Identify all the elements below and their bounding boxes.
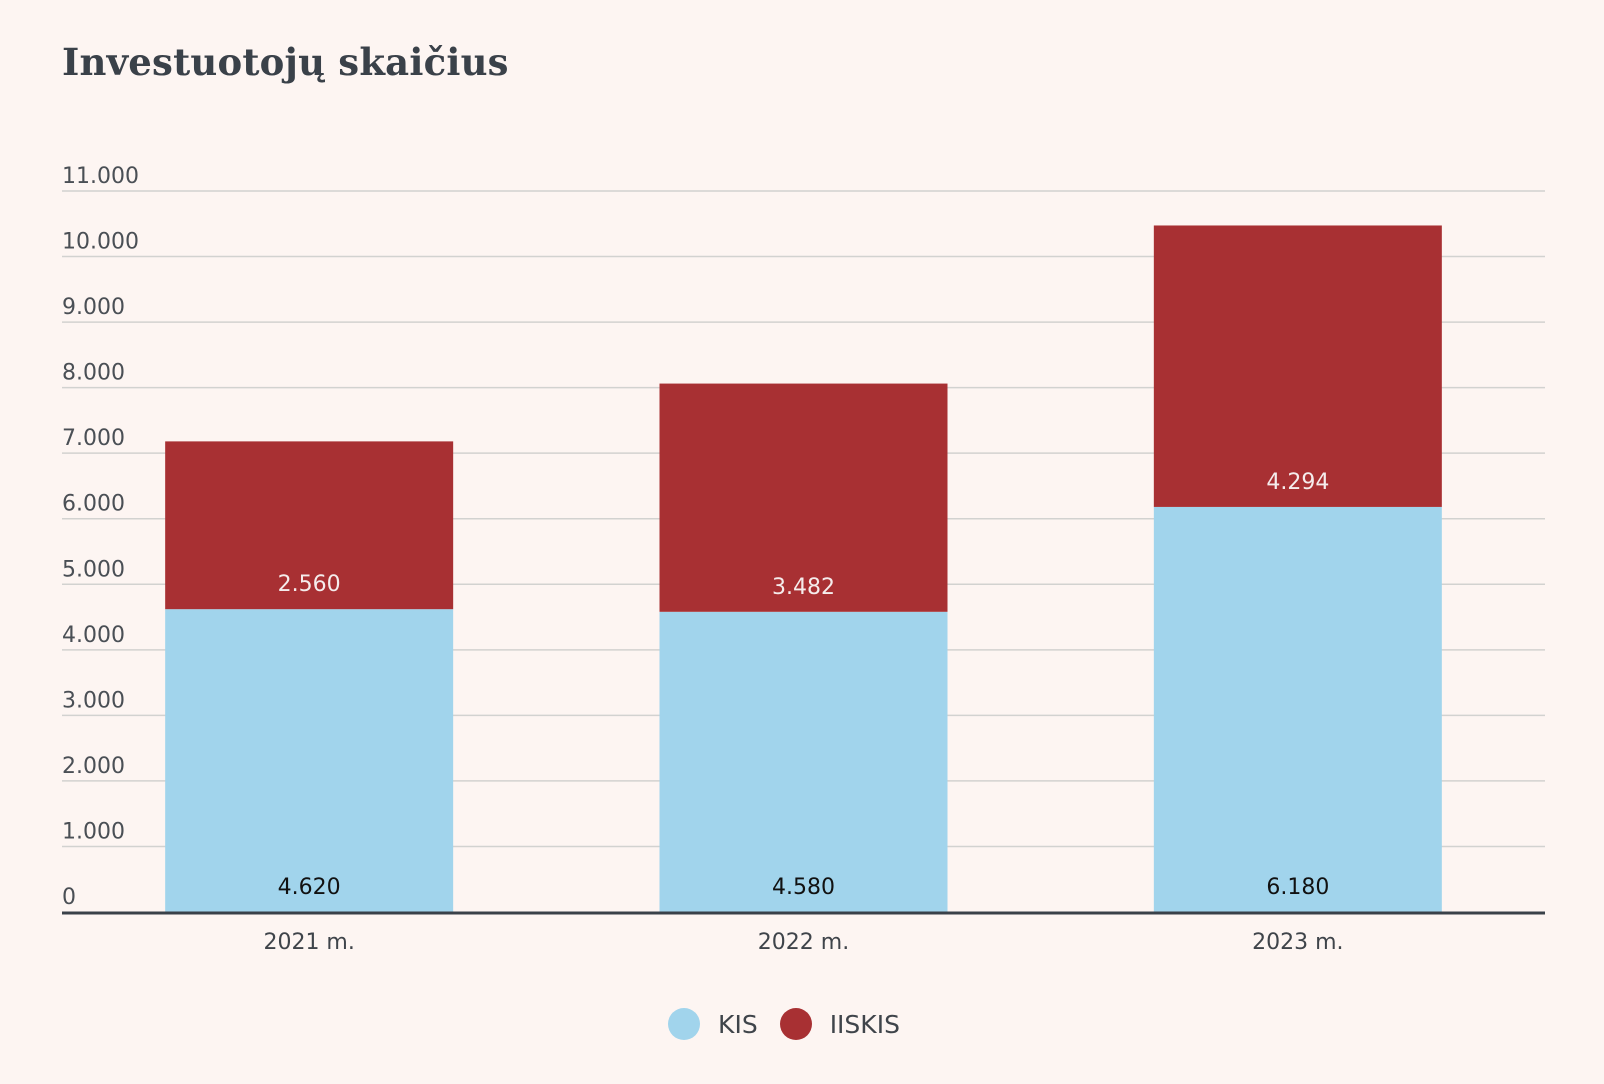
x-tick-label: 2022 m. xyxy=(758,930,849,955)
bar-iiskis-3 xyxy=(1153,225,1442,507)
y-tick-label: 8.000 xyxy=(62,361,125,386)
value-label-kis-2: 4.580 xyxy=(772,875,835,900)
value-label-iiskis-3: 4.294 xyxy=(1266,470,1329,495)
bar-kis-3 xyxy=(1153,506,1442,912)
bar-iiskis-1 xyxy=(165,441,454,610)
bar-value-labels: 4.620 2.560 4.580 3.482 6.180 4.294 xyxy=(278,470,1330,900)
chart-title: Investuotojų skaičius xyxy=(62,40,509,84)
legend-item-kis: KIS xyxy=(668,1008,758,1040)
y-tick-label: 2.000 xyxy=(62,754,125,779)
x-tick-label: 2021 m. xyxy=(263,930,354,955)
y-tick-label: 1.000 xyxy=(62,819,125,844)
y-tick-label: 9.000 xyxy=(62,295,125,320)
legend-swatch-icon xyxy=(668,1008,701,1040)
y-tick-label: 4.000 xyxy=(62,623,125,648)
y-tick-label: 5.000 xyxy=(62,557,125,582)
bar-kis-2 xyxy=(659,611,948,912)
bar-kis-1 xyxy=(165,609,454,912)
y-tick-label: 11.000 xyxy=(62,164,139,189)
y-tick-label: 6.000 xyxy=(62,492,125,517)
y-tick-label: 10.000 xyxy=(62,230,139,255)
y-tick-label: 3.000 xyxy=(62,688,125,713)
x-axis-ticks: 2021 m. 2022 m. 2023 m. xyxy=(263,930,1343,955)
legend: KIS IISKIS xyxy=(0,1008,1568,1040)
y-axis-ticks: 0 1.000 2.000 3.000 4.000 5.000 6.000 7.000 8.00… xyxy=(62,164,139,910)
stacked-bar-chart: 0 1.000 2.000 3.000 4.000 5.000 6.000 7.000 8.00… xyxy=(62,164,1545,955)
x-tick-label: 2023 m. xyxy=(1252,930,1343,955)
legend-swatch-icon xyxy=(779,1008,812,1040)
value-label-iiskis-2: 3.482 xyxy=(772,575,835,600)
y-tick-label: 7.000 xyxy=(62,426,125,451)
bar-iiskis-2 xyxy=(659,383,948,612)
y-tick-label: 0 xyxy=(62,885,76,910)
bars xyxy=(165,225,1442,912)
value-label-iiskis-1: 2.560 xyxy=(278,572,341,597)
legend-label: KIS xyxy=(718,1009,758,1039)
legend-label: IISKIS xyxy=(829,1009,900,1039)
legend-item-iiskis: IISKIS xyxy=(779,1008,900,1040)
value-label-kis-1: 4.620 xyxy=(278,875,341,900)
value-label-kis-3: 6.180 xyxy=(1266,875,1329,900)
